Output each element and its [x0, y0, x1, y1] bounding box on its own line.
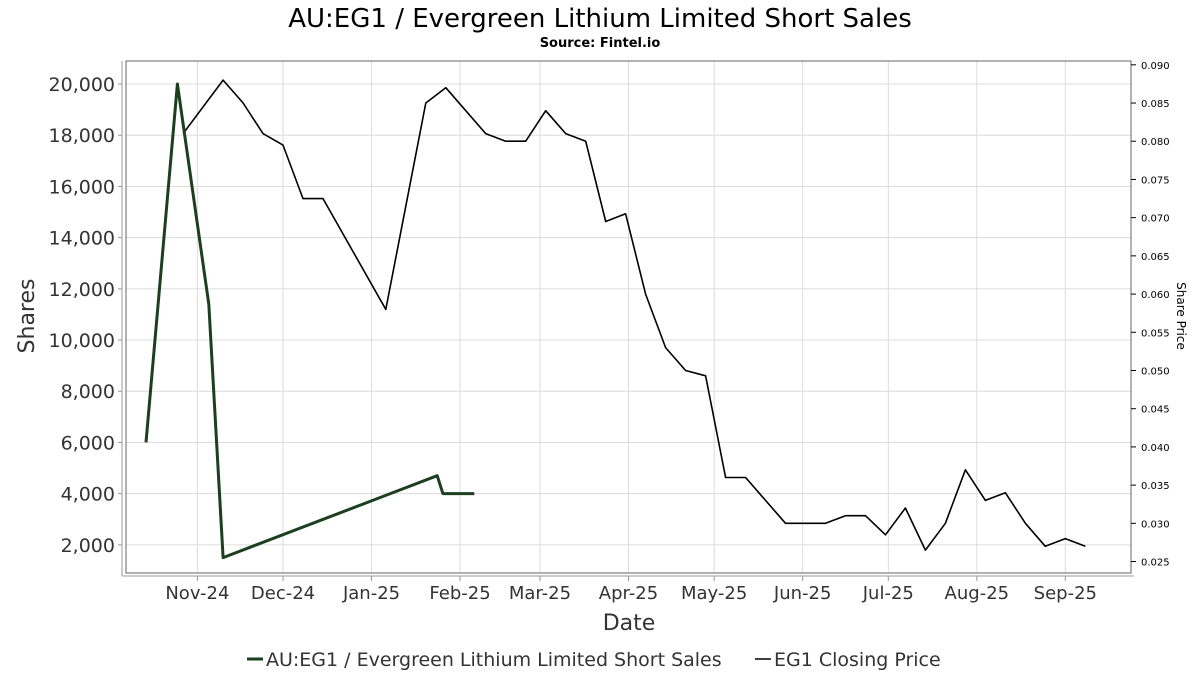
y-tick-label: 4,000: [61, 484, 115, 506]
x-tick-label: Feb-25: [429, 583, 490, 604]
x-tick-label: Mar-25: [509, 583, 571, 604]
y-tick-label: 10,000: [49, 330, 115, 352]
x-tick-label: May-25: [681, 583, 747, 604]
y2-tick-label: 0.045: [1141, 405, 1170, 416]
y-tick-label: 6,000: [61, 432, 115, 454]
y-tick-label: 16,000: [49, 176, 115, 198]
x-tick-label: Nov-24: [165, 583, 229, 604]
y-tick-label: 14,000: [49, 228, 115, 250]
y2-tick-label: 0.050: [1141, 366, 1170, 377]
legend: AU:EG1 / Evergreen Lithium Limited Short…: [247, 649, 941, 671]
y2-tick-label: 0.025: [1141, 558, 1170, 569]
gridlines: [126, 61, 1131, 573]
short-sales-line: [144, 82, 475, 560]
y2-axis-label: Share Price: [1174, 282, 1188, 350]
y2-tick-label: 0.030: [1141, 519, 1170, 530]
x-tick-label: Jul-25: [862, 583, 914, 604]
y-tick-label: 2,000: [61, 535, 115, 557]
x-tick-label: Jan-25: [342, 583, 400, 604]
x-tick-label: Aug-25: [945, 583, 1010, 604]
y2-tick-label: 0.080: [1141, 137, 1170, 148]
x-axis-label: Date: [603, 611, 656, 636]
chart-subtitle: Source: Fintel.io: [540, 36, 661, 51]
y-axis-ticks: 2,000 4,000 6,000 8,000 10,000 12,000 14,000 16…: [49, 74, 122, 557]
legend-label-closing-price: EG1 Closing Price: [774, 649, 941, 671]
y2-tick-label: 0.055: [1141, 328, 1170, 339]
x-tick-label: Apr-25: [599, 583, 658, 604]
y2-tick-label: 0.075: [1141, 175, 1170, 186]
y2-axis-ticks: 0.025 0.030 0.035 0.040 0.045 0.050 0.055 0.060…: [1131, 61, 1170, 569]
closing-price-line: [182, 79, 1086, 551]
y-tick-label: 20,000: [49, 74, 115, 96]
y2-tick-label: 0.060: [1141, 290, 1170, 301]
y2-tick-label: 0.090: [1141, 61, 1170, 72]
x-tick-label: Dec-24: [251, 583, 315, 604]
legend-label-short-sales: AU:EG1 / Evergreen Lithium Limited Short…: [266, 649, 722, 671]
x-tick-label: Sep-25: [1034, 583, 1097, 604]
plot-frame: [125, 60, 1132, 574]
y2-tick-label: 0.070: [1141, 214, 1170, 225]
y2-tick-label: 0.035: [1141, 481, 1170, 492]
x-axis-ticks: Nov-24 Dec-24 Jan-25 Feb-25 Mar-25 Apr-25 May-…: [165, 576, 1097, 604]
y2-tick-label: 0.085: [1141, 99, 1170, 110]
y-tick-label: 8,000: [61, 381, 115, 403]
x-tick-label: Jun-25: [773, 583, 832, 604]
y-tick-label: 18,000: [49, 125, 115, 147]
y2-tick-label: 0.040: [1141, 443, 1170, 454]
chart-title: AU:EG1 / Evergreen Lithium Limited Short…: [288, 4, 912, 34]
y-tick-label: 12,000: [49, 279, 115, 301]
y2-tick-label: 0.065: [1141, 252, 1170, 263]
series-lines: [144, 79, 1086, 560]
y-axis-label: Shares: [15, 279, 40, 354]
